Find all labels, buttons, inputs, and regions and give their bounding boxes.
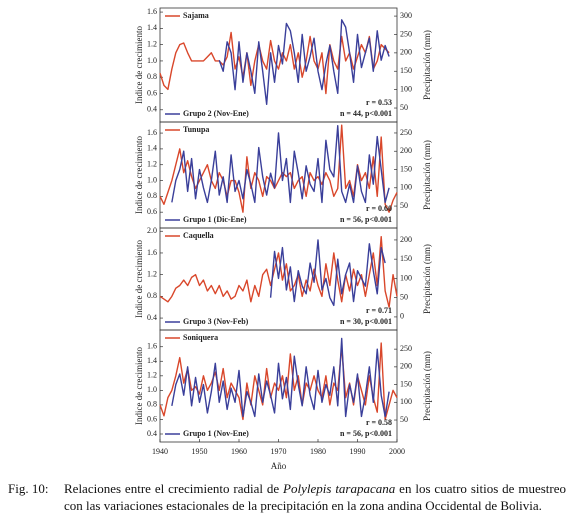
annotation: r = 0.58: [366, 418, 392, 427]
y2-tick-label: 300: [400, 11, 412, 20]
y-tick-label: 1.0: [147, 385, 157, 394]
annotation: n = 44, p<0.001: [340, 109, 392, 118]
x-tick-label: 1940: [152, 447, 168, 456]
legend-label: Grupo 1 (Dic-Ene): [183, 215, 247, 224]
y2-tick-label: 200: [400, 362, 412, 371]
y2-tick-label: 50: [400, 292, 408, 301]
y-tick-label: 1.6: [147, 7, 157, 16]
y-tick-label: 1.2: [147, 269, 157, 278]
annotation: r = 0.60: [366, 204, 392, 213]
y-tick-label: 1.6: [147, 128, 157, 137]
series-line: [159, 124, 398, 213]
legend-label: Tunupa: [183, 125, 209, 134]
legend-label: Sajama: [183, 11, 209, 20]
series-line: [218, 19, 390, 106]
caption: Relaciones entre el crecimiento radial d…: [64, 480, 566, 514]
legend-label: Grupo 3 (Nov-Feb): [183, 317, 249, 326]
y2-tick-label: 50: [400, 415, 408, 424]
legend-label: Grupo 1 (Nov-Ene): [183, 429, 249, 438]
y2-tick-label: 150: [400, 66, 412, 75]
annotation: n = 56, p<0.001: [340, 429, 392, 438]
y-tick-label: 1.0: [147, 56, 157, 65]
y-tick-label: 0.4: [147, 429, 157, 438]
y-tick-label: 1.4: [147, 356, 157, 365]
x-tick-label: 2000: [389, 447, 405, 456]
y-tick-label: 0.8: [147, 291, 157, 300]
y-tick-label: 0.6: [147, 88, 157, 97]
y-tick-label: 0.6: [147, 414, 157, 423]
y2-axis-label: Precipitación (mm): [422, 351, 432, 421]
y-tick-label: 1.0: [147, 175, 157, 184]
y2-tick-label: 150: [400, 254, 412, 263]
y2-tick-label: 50: [400, 201, 408, 210]
legend-label: Caquella: [183, 231, 214, 240]
y2-axis-label: Precipitación (mm): [422, 30, 432, 100]
y-axis-label: Indice de crecimiento: [134, 240, 144, 318]
y-tick-label: 1.6: [147, 248, 157, 257]
series-line: [171, 124, 390, 204]
caption-text: en los cuatro sitios de muestreo con las…: [64, 481, 566, 513]
y-tick-label: 0.4: [147, 105, 157, 114]
y2-tick-label: 150: [400, 379, 412, 388]
legend-label: Soniquera: [183, 333, 218, 342]
y-tick-label: 0.8: [147, 72, 157, 81]
y2-tick-label: 100: [400, 84, 412, 93]
annotation: n = 56, p<0.001: [340, 215, 392, 224]
y2-axis-label: Precipitación (mm): [422, 140, 432, 210]
y-axis-label: Indice de crecimiento: [134, 26, 144, 104]
y2-tick-label: 200: [400, 146, 412, 155]
y-tick-label: 0.8: [147, 191, 157, 200]
x-tick-label: 1960: [231, 447, 247, 456]
caption-species: Polylepis tarapacana: [283, 481, 396, 496]
y2-tick-label: 100: [400, 273, 412, 282]
annotation: n = 30, p<0.001: [340, 317, 392, 326]
y2-axis-label: Precipitación (mm): [422, 244, 432, 314]
y-tick-label: 1.4: [147, 23, 157, 32]
y-tick-label: 1.2: [147, 160, 157, 169]
y2-tick-label: 200: [400, 48, 412, 57]
y2-tick-label: 250: [400, 344, 412, 353]
y2-tick-label: 150: [400, 164, 412, 173]
annotation: r = 0.71: [366, 306, 392, 315]
y2-tick-label: 250: [400, 128, 412, 137]
y2-tick-label: 200: [400, 235, 412, 244]
y-tick-label: 0.8: [147, 400, 157, 409]
y2-tick-label: 100: [400, 183, 412, 192]
y-axis-label: Indice de crecimiento: [134, 136, 144, 214]
y-tick-label: 0.6: [147, 207, 157, 216]
y-tick-label: 1.2: [147, 371, 157, 380]
y-axis-label: Indice de crecimiento: [134, 347, 144, 425]
y-tick-label: 2.0: [147, 226, 157, 235]
x-tick-label: 1980: [310, 447, 326, 456]
plot-frame: [159, 329, 398, 443]
x-tick-label: 1970: [271, 447, 287, 456]
caption-text: Relaciones entre el crecimiento radial d…: [64, 481, 284, 496]
series-line: [159, 235, 398, 308]
x-tick-label: 1950: [192, 447, 208, 456]
annotation: r = 0.53: [366, 98, 392, 107]
y-tick-label: 1.6: [147, 342, 157, 351]
y2-tick-label: 0: [400, 312, 404, 321]
caption-label: Fig. 10:: [8, 481, 49, 496]
series-line: [171, 337, 390, 418]
legend-label: Grupo 2 (Nov-Ene): [183, 109, 249, 118]
y-tick-label: 0.4: [147, 313, 157, 322]
x-tick-label: 1990: [350, 447, 366, 456]
y-tick-label: 1.2: [147, 39, 157, 48]
y-tick-label: 1.4: [147, 144, 157, 153]
y2-tick-label: 50: [400, 103, 408, 112]
y2-tick-label: 250: [400, 29, 412, 38]
x-axis-label: Año: [271, 461, 287, 471]
series-line: [269, 239, 386, 307]
y2-tick-label: 100: [400, 397, 412, 406]
figure: 0.4 0.6 0.8 1.0 1.2 1.4 1.6 50 100 150 200 250 300 In…: [134, 7, 432, 471]
